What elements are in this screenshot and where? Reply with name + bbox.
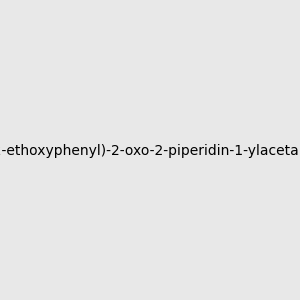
Text: N-(2-ethoxyphenyl)-2-oxo-2-piperidin-1-ylacetamide: N-(2-ethoxyphenyl)-2-oxo-2-piperidin-1-y… — [0, 145, 300, 158]
